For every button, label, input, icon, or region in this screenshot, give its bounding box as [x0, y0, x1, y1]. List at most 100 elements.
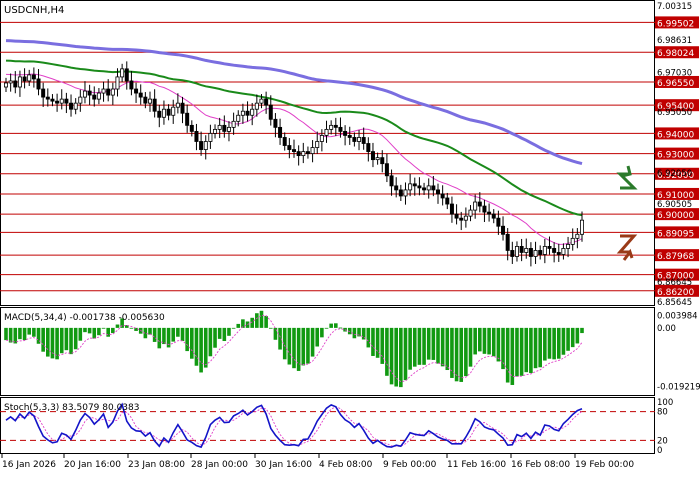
candle-body [134, 88, 139, 94]
candle-body [27, 74, 32, 82]
candle-body [570, 237, 575, 245]
candle-body [157, 110, 162, 118]
candle-body [496, 217, 501, 227]
price-tick: 6.97030 [657, 68, 692, 78]
level-tag [655, 147, 699, 160]
macd-bar [315, 327, 320, 347]
x-tick-label: 16 Feb 08:00 [511, 460, 570, 470]
candle-body [17, 76, 22, 88]
price-tick: 6.85645 [657, 298, 692, 308]
candle-body [505, 233, 510, 251]
candle-body [231, 120, 236, 128]
level-tag [655, 16, 699, 29]
macd-bar [13, 327, 18, 344]
macd-bar [464, 327, 468, 377]
macd-bar [505, 327, 510, 383]
candle-body [199, 141, 204, 150]
macd-bar [566, 327, 570, 351]
macd-bar [529, 327, 533, 374]
candle-body [315, 141, 320, 148]
macd-bar [487, 327, 491, 355]
candle-body [412, 183, 417, 187]
macd-bar [129, 327, 134, 329]
x-tick-label: 16 Jan 2026 [2, 460, 56, 470]
macd-bar [176, 327, 180, 337]
macd-bar [496, 327, 501, 362]
candle-body [236, 114, 241, 122]
macd-bar [301, 327, 306, 366]
macd-bar [41, 327, 45, 352]
macd-bar [32, 327, 36, 337]
x-tick-label: 4 Feb 08:00 [319, 460, 373, 470]
level-tag [655, 127, 699, 140]
candle-body [124, 68, 129, 82]
macd-bar [310, 327, 315, 357]
x-tick-label: 30 Jan 16:00 [255, 460, 312, 470]
price-tick: 7.00315 [657, 2, 692, 12]
candle-body [92, 94, 97, 100]
macd-bar [124, 325, 129, 328]
candle-body [324, 128, 329, 136]
candle-body [552, 248, 557, 253]
candle-body [370, 151, 375, 161]
candle-body [69, 102, 74, 110]
level-tag [655, 249, 699, 262]
macd-bar [97, 327, 101, 336]
price-tick: 6.98631 [657, 36, 692, 46]
macd-bar [106, 327, 110, 337]
macd-bar [556, 327, 561, 359]
macd-bar [543, 327, 547, 361]
macd-bar [375, 327, 380, 358]
candle-body [556, 252, 561, 255]
level-tag [655, 208, 699, 221]
macd-bar [412, 327, 417, 367]
candle-body [408, 183, 413, 191]
macd-bar [264, 315, 268, 328]
candle-body [394, 185, 399, 191]
candle-body [343, 131, 348, 136]
x-tick-label: 23 Jan 08:00 [128, 460, 185, 470]
macd-bar [273, 327, 278, 340]
macd-bar [59, 327, 64, 354]
candle-body [278, 126, 283, 138]
level-label: 6.87000 [657, 272, 694, 282]
candle-body [291, 149, 296, 152]
macd-bar [570, 327, 575, 348]
macd-bar [491, 327, 496, 357]
level-tag [655, 167, 699, 180]
candle-body [482, 205, 487, 213]
macd-bar [478, 327, 482, 352]
x-tick-label: 20 Jan 16:00 [64, 460, 121, 470]
macd-bar [73, 327, 78, 350]
candle-body [82, 90, 87, 98]
macd-bar [352, 327, 357, 339]
candle-body [45, 96, 50, 100]
candle-body [333, 124, 338, 128]
level-label: 6.96550 [657, 79, 694, 89]
x-tick-label: 19 Feb 00:00 [575, 460, 634, 470]
level-tag [655, 284, 699, 297]
macd-bar [64, 327, 69, 351]
level-tag [655, 99, 699, 112]
macd-bar [241, 319, 245, 328]
candle-body [166, 108, 171, 116]
candle-body [138, 92, 143, 98]
macd-bar [533, 327, 538, 369]
candle-body [422, 187, 427, 191]
macd-bar [361, 327, 366, 340]
symbol-label: USDCNH,H4 [4, 5, 64, 16]
candle-body [533, 250, 538, 257]
x-tick-label: 11 Feb 16:00 [447, 460, 506, 470]
stoch-tick: 0 [657, 446, 662, 456]
macd-bar [236, 323, 241, 328]
candle-body [64, 98, 69, 104]
candle-body [217, 124, 222, 130]
macd-bar [454, 327, 459, 382]
macd-bar [36, 327, 41, 344]
candle-body [226, 126, 231, 132]
candle-body [55, 100, 60, 104]
macd-bar [194, 327, 199, 366]
macd-bar [440, 327, 445, 367]
macd-bar [357, 327, 361, 337]
candle-body [106, 88, 111, 96]
